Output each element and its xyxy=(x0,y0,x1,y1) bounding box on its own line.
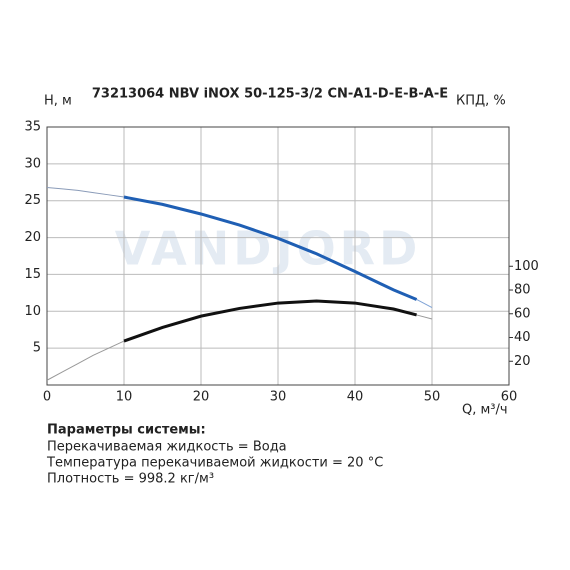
y-tick-label: 15 xyxy=(24,267,41,282)
note: Плотность = 998.2 кг/м³ xyxy=(47,472,214,487)
x-tick-label: 40 xyxy=(347,390,364,405)
y2-tick-label: 60 xyxy=(514,306,531,321)
y-tick-label: 35 xyxy=(24,120,41,135)
y-tick-label: 25 xyxy=(24,193,41,208)
y-tick-label: 10 xyxy=(24,304,41,319)
x-tick-label: 0 xyxy=(43,390,51,405)
curve xyxy=(123,299,417,343)
x-tick-label: 30 xyxy=(270,390,287,405)
x-tick-label: 10 xyxy=(116,390,133,405)
y-axis-label: H, м xyxy=(44,94,72,109)
note: Температура перекачиваемой жидкости = 20… xyxy=(46,456,383,471)
y2-tick-label: 100 xyxy=(514,259,539,274)
y2-axis-label: КПД, % xyxy=(456,94,506,109)
x-tick-label: 20 xyxy=(193,390,210,405)
notes-heading: Параметры системы: xyxy=(47,423,206,438)
chart-title: 73213064 NBV iNOX 50-125-3/2 CN-A1-D-E-B… xyxy=(92,87,448,102)
curve xyxy=(416,314,433,320)
y2-tick-label: 80 xyxy=(514,283,531,298)
plot-frame xyxy=(46,126,510,386)
x-tick-label: 60 xyxy=(501,390,518,405)
x-axis-label: Q, м³/ч xyxy=(462,403,508,418)
curve xyxy=(416,299,433,309)
watermark: VANDJORD xyxy=(115,222,422,276)
curve xyxy=(46,340,125,381)
y-tick-label: 5 xyxy=(33,341,41,356)
x-tick-label: 50 xyxy=(424,390,441,405)
note: Перекачиваемая жидкость = Вода xyxy=(47,440,287,455)
curve xyxy=(46,186,125,198)
y2-tick-label: 20 xyxy=(514,354,531,369)
y-tick-label: 30 xyxy=(24,156,41,171)
y2-tick-label: 40 xyxy=(514,330,531,345)
curve xyxy=(123,195,418,301)
y-tick-label: 20 xyxy=(24,230,41,245)
